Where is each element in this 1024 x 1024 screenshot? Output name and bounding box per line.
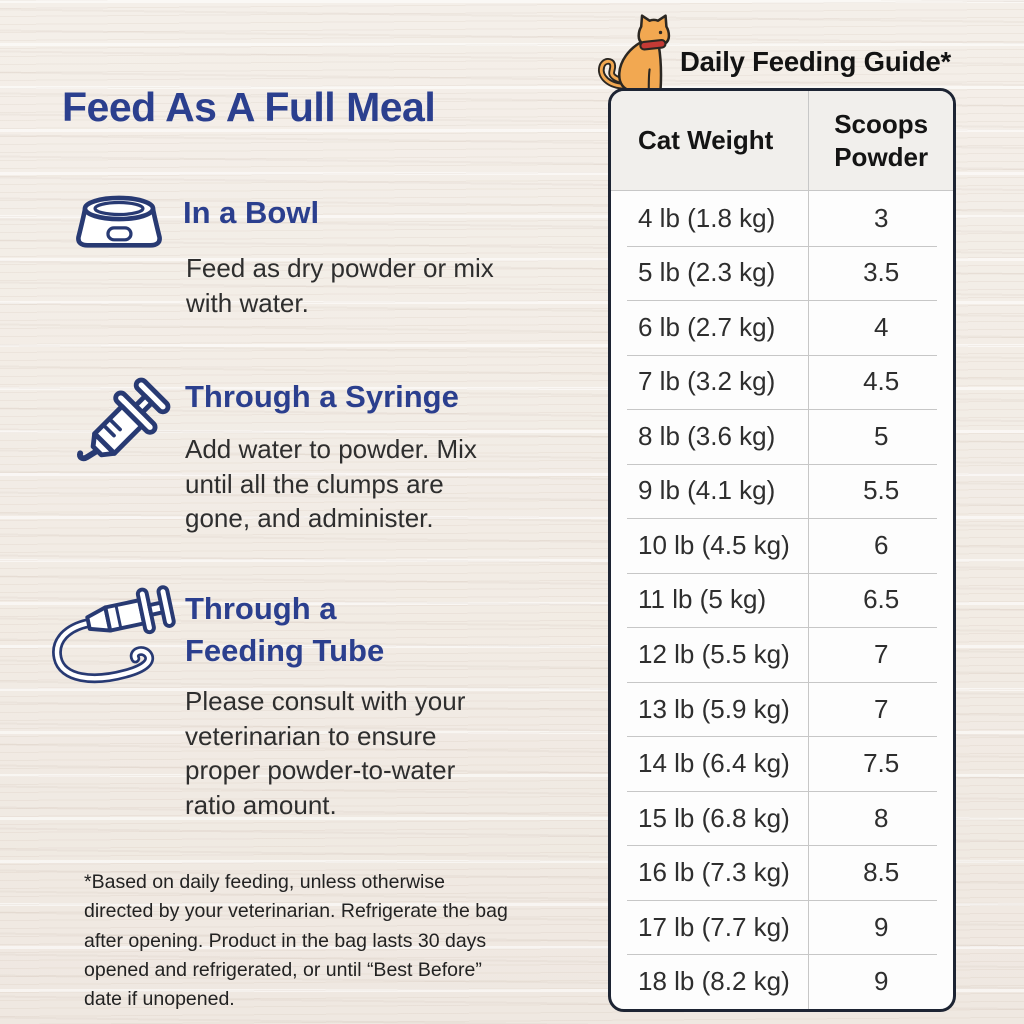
table-row: 6 lb (2.7 kg) 4 [611,300,953,355]
scoops-powder-cell: 7 [873,693,889,724]
cat-weight-cell: 17 lb (7.7 kg) [611,899,810,955]
table-header-row: Cat Weight Scoops Powder [611,91,953,191]
table-row: 15 lb (6.8 kg) 8 [611,790,953,846]
cat-weight-cell: 11 lb (5 kg) [611,572,810,628]
section-heading-syringe: Through a Syringe [185,379,459,414]
scoops-powder-cell: 4.5 [863,366,900,397]
table-row: 11 lb (5 kg) 6.5 [611,572,953,628]
page-title: Feed As A Full Meal [62,84,436,130]
section-heading-bowl: In a Bowl [183,195,320,230]
section-body-bowl: Feed as dry powder or mix with water. [186,253,494,318]
table-row: 8 lb (3.6 kg) 5 [611,409,953,464]
table-row: 17 lb (7.7 kg) 9 [611,899,953,955]
cat-weight-cell: 13 lb (5.9 kg) [611,681,810,737]
table-row: 9 lb (4.1 kg) 5.5 [611,463,953,519]
scoops-powder-cell: 3.5 [863,257,900,288]
table-row: 16 lb (7.3 kg) 8.5 [611,845,953,900]
feeding-tube-icon [44,584,182,684]
bowl-icon [73,192,165,260]
scoops-powder-cell: 9 [873,966,889,997]
scoops-powder-cell: 7.5 [863,748,900,779]
feeding-guide-title: Daily Feeding Guide* [680,46,952,77]
cat-weight-cell: 4 lb (1.8 kg) [611,191,810,246]
cat-weight-cell: 14 lb (6.4 kg) [611,736,810,791]
table-row: 10 lb (4.5 kg) 6 [611,518,953,573]
scoops-powder-cell: 5.5 [863,475,900,506]
cat-weight-cell: 5 lb (2.3 kg) [611,245,810,301]
section-body-syringe: Add water to powder. Mix until all the c… [185,434,477,533]
cat-icon [594,14,680,98]
section-body-feeding-tube: Please consult with your veterinarian to… [185,686,466,820]
cat-weight-cell: 12 lb (5.5 kg) [611,627,810,682]
scoops-powder-cell: 5 [873,420,889,451]
table-row: 18 lb (8.2 kg) 9 [611,954,953,1009]
column-header-scoops-powder: Scoops Powder [834,108,929,172]
table-row: 12 lb (5.5 kg) 7 [611,627,953,682]
table-row: 7 lb (3.2 kg) 4.5 [611,354,953,410]
table-row: 14 lb (6.4 kg) 7.5 [611,736,953,791]
section-heading-feeding-tube: Through a Feeding Tube [185,591,385,668]
scoops-powder-cell: 6 [873,529,889,560]
feeding-table-body: 4 lb (1.8 kg) 3 5 lb (2.3 kg) 3.5 6 lb (2.7 … [611,191,953,1009]
footnote: *Based on daily feeding, unless otherwis… [84,871,508,1011]
cat-weight-cell: 18 lb (8.2 kg) [611,954,810,1009]
cat-weight-cell: 7 lb (3.2 kg) [611,354,810,410]
table-row: 4 lb (1.8 kg) 3 [611,191,953,246]
scoops-powder-cell: 9 [873,911,889,942]
table-row: 5 lb (2.3 kg) 3.5 [611,245,953,301]
table-row: 13 lb (5.9 kg) 7 [611,681,953,737]
scoops-powder-cell: 4 [873,311,889,342]
scoops-powder-cell: 7 [873,639,889,670]
scoops-powder-cell: 3 [873,202,889,233]
scoops-powder-cell: 8 [873,802,889,833]
cat-weight-cell: 9 lb (4.1 kg) [611,463,810,519]
cat-weight-cell: 15 lb (6.8 kg) [611,790,810,846]
cat-weight-cell: 6 lb (2.7 kg) [611,300,810,355]
cat-weight-cell: 16 lb (7.3 kg) [611,845,810,900]
cat-weight-cell: 10 lb (4.5 kg) [611,518,810,573]
scoops-powder-cell: 8.5 [863,857,900,888]
feeding-table: Cat Weight Scoops Powder 4 lb (1.8 kg) 3 5… [608,88,956,1012]
cat-weight-cell: 8 lb (3.6 kg) [611,409,810,464]
syringe-icon [58,372,176,490]
scoops-powder-cell: 6.5 [863,584,900,615]
column-header-cat-weight: Cat Weight [611,91,810,190]
